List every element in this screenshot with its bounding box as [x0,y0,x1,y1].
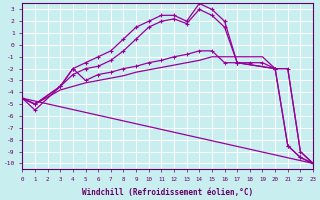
X-axis label: Windchill (Refroidissement éolien,°C): Windchill (Refroidissement éolien,°C) [82,188,253,197]
